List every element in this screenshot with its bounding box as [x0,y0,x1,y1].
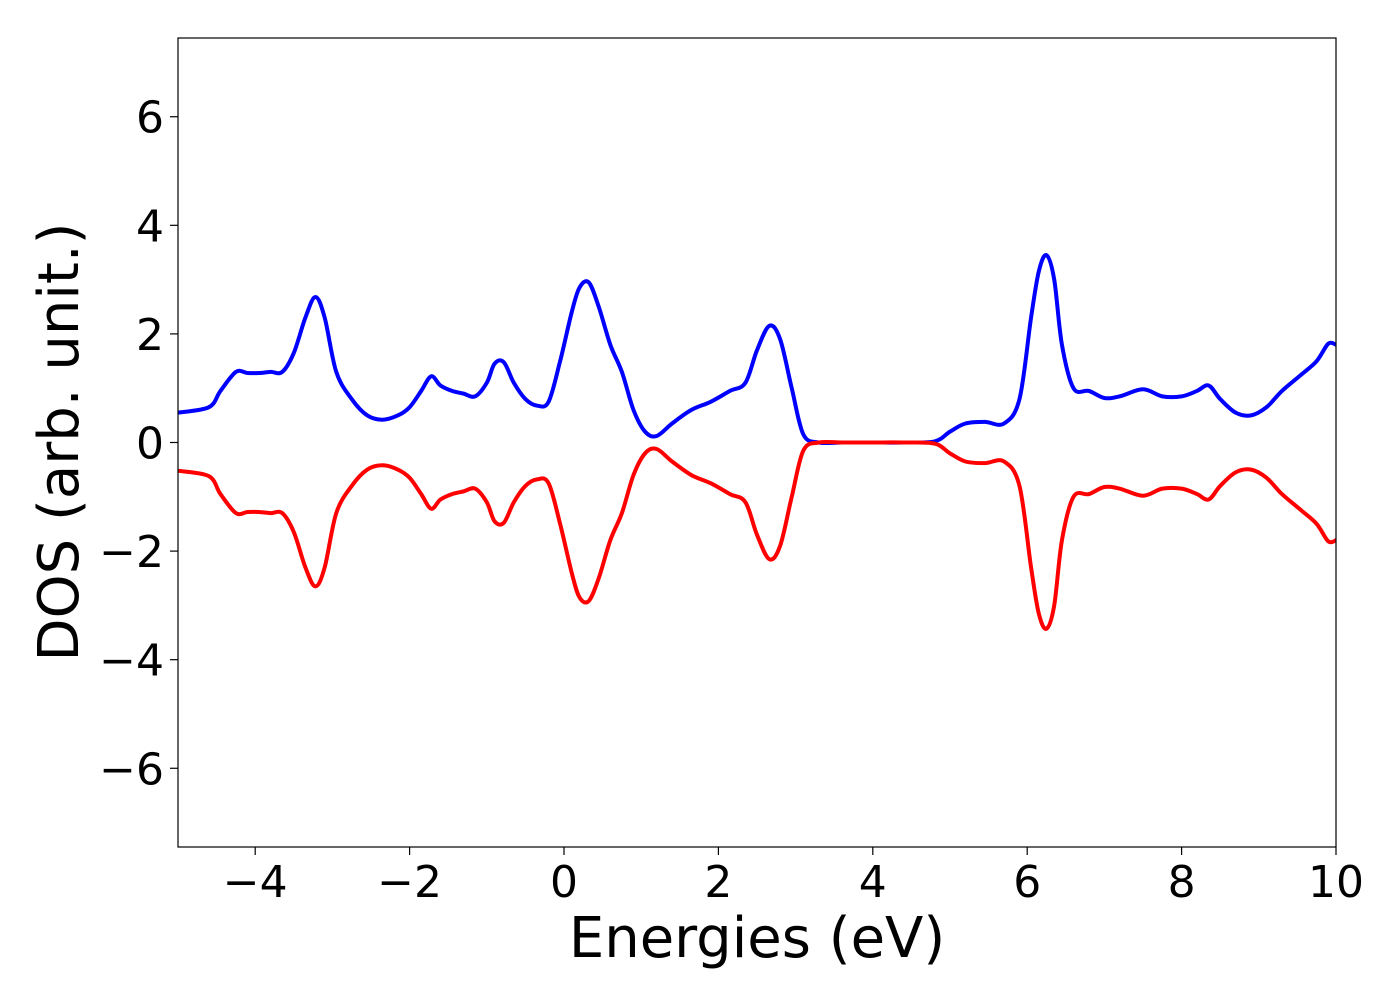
x-tick-label: 10 [1308,857,1364,908]
y-tick-label: 2 [136,310,164,361]
y-axis-label: DOS (arb. unit.) [27,222,92,661]
x-tick-label: 2 [704,857,732,908]
y-axis: −6 −4 −2 0 2 4 6 [99,93,178,795]
y-tick-label: −6 [99,744,164,795]
x-axis: −4 −2 0 2 4 6 8 10 [223,847,1364,908]
x-tick-label: 4 [859,857,887,908]
x-tick-label: 0 [550,857,578,908]
y-tick-label: 4 [136,201,164,252]
x-axis-label: Energies (eV) [569,906,945,971]
series-line-1 [178,253,1336,446]
y-tick-label: 6 [136,93,164,144]
y-tick-label: −4 [99,636,164,687]
x-tick-label: 6 [1013,857,1041,908]
plot-frame [177,37,1337,848]
x-tick-label: −2 [377,857,442,908]
x-tick-label: 8 [1168,857,1196,908]
x-tick-label: −4 [223,857,288,908]
series-layer [178,253,1336,631]
y-tick-label: 0 [136,419,164,470]
y-tick-label: −2 [99,527,164,578]
series-line-2 [178,439,1336,631]
